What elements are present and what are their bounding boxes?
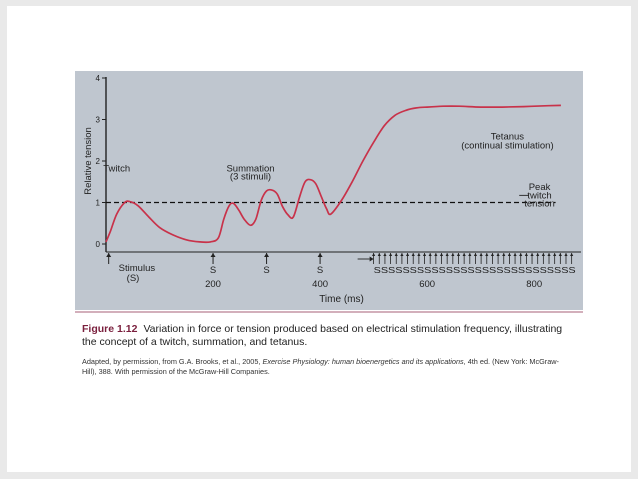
stimulus-label-sub: (S) — [127, 273, 140, 284]
train-arrowhead — [456, 253, 461, 256]
y-tick-label: 2 — [96, 157, 101, 166]
annotation: Tetanus — [491, 131, 525, 142]
y-tick-label: 1 — [96, 199, 101, 208]
train-arrowhead — [411, 253, 415, 256]
train-arrowhead — [372, 253, 376, 256]
figure-caption-text: Variation in force or tension produced b… — [82, 323, 563, 348]
train-arrowhead — [519, 253, 523, 256]
train-arrowhead — [496, 253, 500, 256]
train-arrowhead — [558, 253, 562, 256]
train-arrowhead — [451, 253, 455, 256]
train-arrowhead — [553, 253, 557, 256]
annotation: (continual stimulation) — [461, 141, 553, 152]
train-pointer-head — [369, 256, 374, 262]
stimulus-arrowhead — [210, 253, 216, 257]
train-arrowhead — [536, 253, 540, 256]
train-arrowhead — [507, 253, 512, 256]
train-arrowhead — [564, 253, 568, 256]
train-arrowhead — [434, 253, 438, 256]
plot-background — [75, 71, 583, 310]
stimulus-label: S — [317, 265, 323, 276]
train-arrowhead — [502, 253, 506, 256]
x-tick-label: 600 — [419, 279, 435, 290]
figure-caption: Figure 1.12 Variation in force or tension… — [82, 323, 572, 349]
annotation: Twitch — [103, 163, 130, 174]
annotation: Summation — [226, 163, 274, 174]
x-tick-label: 800 — [526, 279, 542, 290]
credit-prefix: Adapted, by permission, from G.A. Brooks… — [82, 357, 263, 366]
y-tick-label: 0 — [96, 240, 101, 249]
tension-chart: 0 1 2 3 4 Relative tension 200 400 600 800 Time (m… — [75, 71, 583, 313]
train-arrowhead — [473, 253, 478, 256]
credit-suffix: , 4th ed. (New York: McGraw-Hill), 388. … — [82, 357, 559, 376]
annotation: twitch — [527, 190, 551, 201]
annotation: tension — [524, 199, 555, 210]
train-arrowhead — [405, 253, 410, 256]
train-arrowhead — [417, 253, 421, 256]
stimulus-label: S — [210, 265, 216, 276]
train-arrowhead — [547, 253, 551, 256]
stimulus-train-label: SSSSSSSSSSSSSSSSSSSSSSSSSSSS — [374, 266, 576, 275]
train-arrowhead — [468, 253, 472, 256]
train-arrowhead — [383, 253, 387, 256]
train-arrowhead — [394, 253, 398, 256]
x-tick-label: 400 — [312, 279, 328, 290]
train-arrowhead — [388, 253, 393, 256]
train-arrowhead — [462, 253, 466, 256]
y-tick-label: 4 — [96, 74, 101, 83]
slide: 0 1 2 3 4 Relative tension 200 400 600 800 Time (m… — [7, 6, 631, 472]
figure-credit: Adapted, by permission, from G.A. Brooks… — [82, 357, 572, 377]
y-tick-label: 3 — [96, 116, 101, 125]
stimulus-arrowhead — [264, 253, 270, 257]
train-arrowhead — [422, 253, 427, 256]
train-arrowhead — [485, 253, 489, 256]
stimulus-label: S — [263, 265, 269, 276]
train-arrowhead — [530, 253, 534, 256]
credit-title: Exercise Physiology: human bioenergetics… — [262, 357, 464, 366]
x-axis-label: Time (ms) — [319, 294, 364, 305]
stimulus-arrowhead — [106, 253, 112, 257]
train-arrowhead — [490, 253, 495, 256]
x-tick-label: 200 — [205, 279, 221, 290]
train-arrowhead — [400, 253, 404, 256]
train-arrowhead — [439, 253, 444, 256]
train-arrowhead — [524, 253, 528, 256]
train-arrowhead — [445, 253, 449, 256]
annotation: Peak — [529, 182, 551, 193]
tension-curve — [105, 104, 561, 244]
train-arrowhead — [479, 253, 483, 256]
train-arrowhead — [377, 253, 381, 256]
train-arrowhead — [570, 253, 574, 256]
train-arrowhead — [428, 253, 432, 256]
annotation: (3 stimuli) — [230, 172, 271, 183]
figure-number: Figure 1.12 — [82, 323, 138, 335]
stimulus-arrowhead — [317, 253, 323, 257]
stimulus-label: Stimulus — [119, 263, 156, 274]
train-arrowhead — [513, 253, 517, 256]
train-arrowhead — [541, 253, 545, 256]
y-axis-label: Relative tension — [83, 127, 94, 195]
